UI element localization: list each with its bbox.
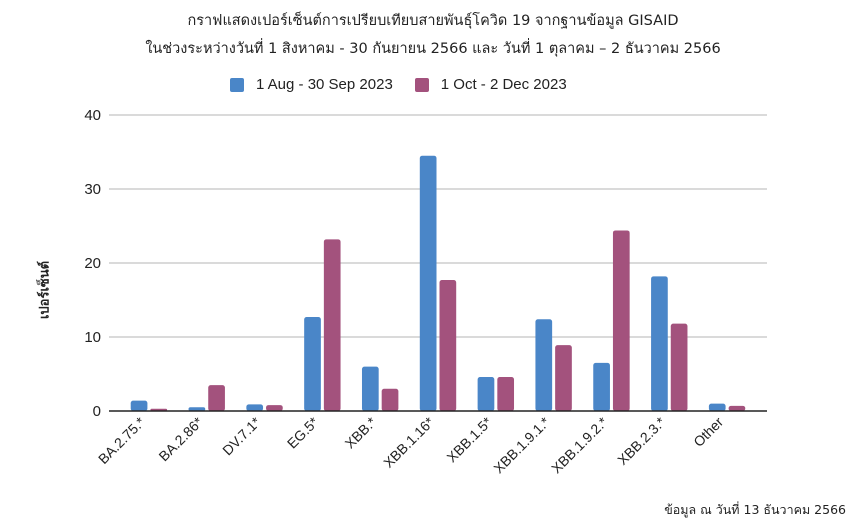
chart-title-line-2: ในช่วงระหว่างวันที่ 1 สิงหาคม - 30 กันยา… bbox=[145, 41, 721, 57]
legend-swatch-blue bbox=[230, 77, 244, 92]
x-tick-label: XBB.1.9.2.* bbox=[548, 413, 611, 476]
legend-label-period-1: 1 Aug - 30 Sep 2023 bbox=[256, 76, 393, 93]
legend-swatch-magenta bbox=[414, 77, 429, 92]
bar-group bbox=[361, 366, 399, 411]
x-tick-label: XBB.* bbox=[342, 413, 380, 451]
legend-item-period-2: 1 Oct - 2 Dec 2023 bbox=[414, 76, 567, 93]
y-tick-label: 0 bbox=[93, 403, 101, 420]
legend-item-period-1: 1 Aug - 30 Sep 2023 bbox=[230, 76, 393, 93]
x-tick-label: XBB.1.9.1.* bbox=[490, 413, 553, 476]
bar-group bbox=[130, 400, 168, 411]
bar-period-1 bbox=[419, 155, 437, 411]
legend: 1 Aug - 30 Sep 2023 1 Oct - 2 Dec 2023 bbox=[230, 76, 587, 93]
bar-period-2 bbox=[555, 345, 572, 411]
bar-period-1 bbox=[246, 404, 264, 411]
x-tick-label: XBB.2.3.* bbox=[614, 413, 669, 468]
bar-period-2 bbox=[439, 280, 457, 411]
bar-period-2 bbox=[728, 405, 746, 411]
bar-group bbox=[593, 230, 630, 411]
bar-period-1 bbox=[130, 400, 148, 411]
bar-period-1 bbox=[304, 317, 321, 411]
bar-period-1 bbox=[535, 319, 553, 411]
x-tick-label: BA.2.86* bbox=[155, 413, 206, 464]
bar-period-2 bbox=[323, 239, 341, 411]
bar-group bbox=[651, 276, 688, 411]
y-tick-label: 30 bbox=[84, 181, 101, 198]
bar-period-2 bbox=[612, 230, 630, 411]
bar-period-2 bbox=[381, 388, 399, 411]
bar-period-1 bbox=[593, 362, 610, 411]
bar-group bbox=[708, 403, 746, 411]
bar-period-1 bbox=[361, 366, 379, 411]
bar-group bbox=[535, 319, 572, 411]
x-tick-label: BA.2.75.* bbox=[95, 413, 149, 467]
legend-label-period-2: 1 Oct - 2 Dec 2023 bbox=[440, 76, 567, 93]
bar-period-2 bbox=[266, 405, 283, 411]
y-tick-label: 10 bbox=[84, 329, 101, 346]
bar-period-1 bbox=[477, 376, 495, 411]
x-tick-label: XBB.1.16* bbox=[380, 413, 437, 470]
bar-group bbox=[419, 155, 457, 411]
x-tick-label: Other bbox=[690, 414, 726, 450]
x-tick-label: DV.7.1* bbox=[219, 413, 264, 458]
data-date-footnote: ข้อมูล ณ วันที่ 13 ธันวาคม 2566 bbox=[664, 502, 846, 517]
x-tick-label: XBB.1.5* bbox=[443, 413, 495, 465]
x-tick-label: EG.5* bbox=[284, 413, 322, 451]
y-tick-label: 20 bbox=[84, 255, 101, 272]
y-tick-label: 40 bbox=[84, 107, 101, 124]
bar-period-2 bbox=[670, 323, 688, 411]
bar-group bbox=[477, 376, 515, 411]
bar-group bbox=[246, 404, 283, 411]
bar-group bbox=[188, 385, 225, 411]
bar-period-1 bbox=[708, 403, 726, 411]
bar-period-1 bbox=[651, 276, 668, 411]
chart-title-line-1: กราฟแสดงเปอร์เซ็นต์การเปรียบเทียบสายพันธ… bbox=[187, 13, 679, 29]
bar-period-2 bbox=[497, 376, 515, 411]
bar-group bbox=[304, 239, 341, 411]
bar-period-2 bbox=[208, 385, 225, 411]
bar-period-1 bbox=[188, 407, 206, 411]
